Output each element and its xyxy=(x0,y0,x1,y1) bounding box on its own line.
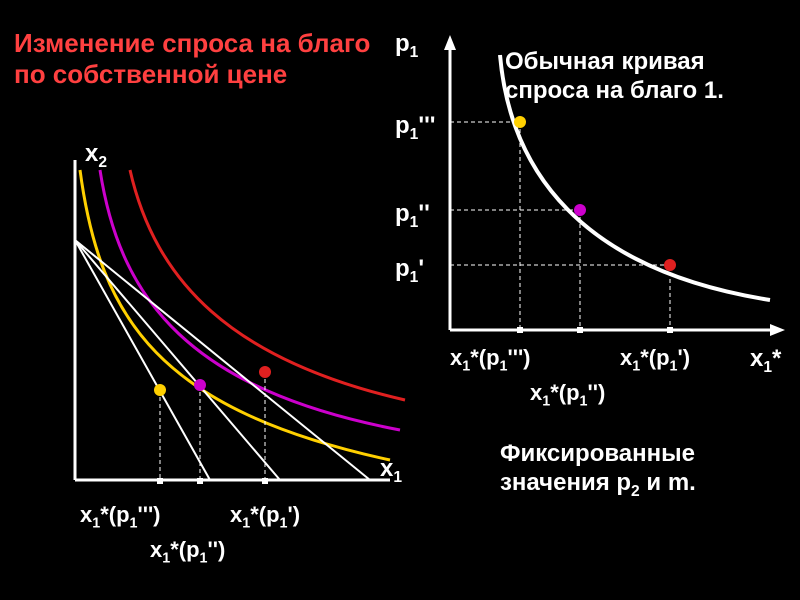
right-y-label: p1 xyxy=(395,30,418,62)
right-ylabel-1: p1''' xyxy=(395,112,435,144)
right-point-magenta xyxy=(574,204,586,216)
right-x-label: x1* xyxy=(750,345,781,377)
right-xlabel-1: x1*(p1''') xyxy=(450,345,531,374)
right-ylabel-3: p1' xyxy=(395,255,424,287)
footer-text: Фиксированные значения p2 и m. xyxy=(500,440,696,501)
right-xlabel-3: x1*(p1'') xyxy=(530,380,605,409)
right-point-yellow xyxy=(514,116,526,128)
left-y-label: x2 xyxy=(85,140,107,172)
right-point-red xyxy=(664,259,676,271)
left-xlabel-1: x1*(p1''') xyxy=(80,502,161,531)
right-ylabel-2: p1'' xyxy=(395,200,430,232)
rtick-3 xyxy=(667,327,673,333)
left-xlabel-3: x1*(p1'') xyxy=(150,537,225,566)
left-xlabel-2: x1*(p1') xyxy=(230,502,300,531)
y-arrow-icon xyxy=(444,35,456,50)
rtick-2 xyxy=(577,327,583,333)
demand-curve-label: Обычная кривая спроса на благо 1. xyxy=(505,48,724,106)
left-x-label: x1 xyxy=(380,455,402,487)
rtick-1 xyxy=(517,327,523,333)
right-xlabel-2: x1*(p1') xyxy=(620,345,690,374)
x-arrow-icon xyxy=(770,324,785,336)
